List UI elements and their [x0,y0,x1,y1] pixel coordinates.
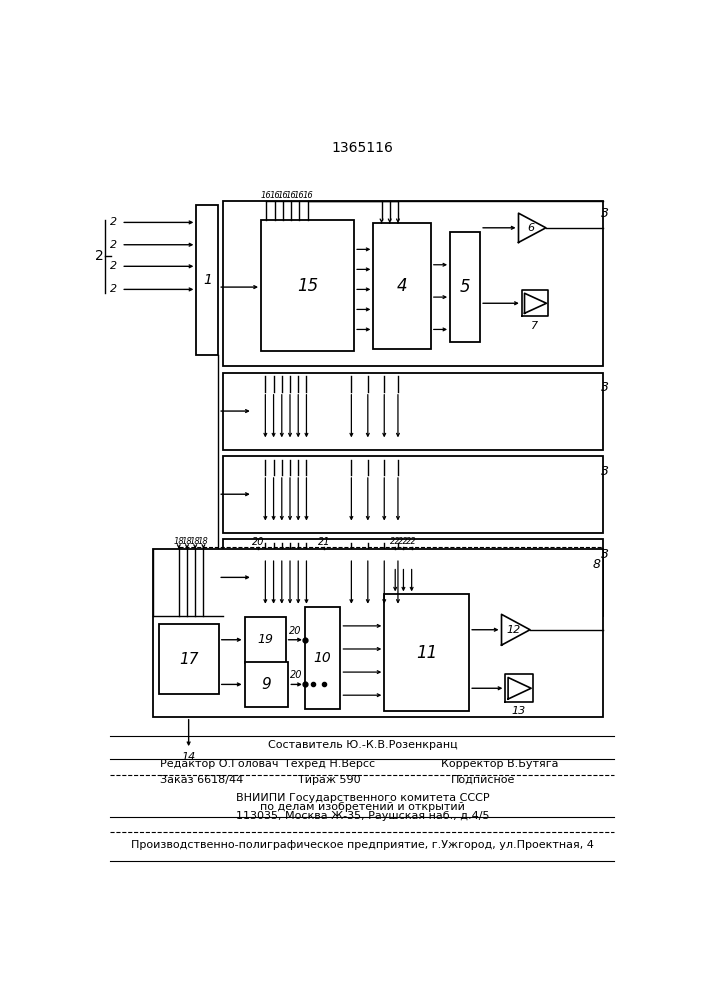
Text: 4: 4 [397,277,407,295]
Text: 3: 3 [601,465,609,478]
Text: 10: 10 [314,651,332,665]
Bar [245,662,288,707]
Bar [170,557,598,709]
Text: 16: 16 [269,191,280,200]
Bar [385,594,469,711]
Text: Тираж 590: Тираж 590 [298,775,361,785]
Text: 1365116: 1365116 [332,141,393,155]
Bar [305,607,341,709]
Bar [223,373,604,450]
Text: 16: 16 [286,191,296,200]
Text: 2: 2 [110,261,117,271]
Bar [253,462,598,527]
Text: 13: 13 [512,706,526,716]
Text: по делам изобретений и открытий: по делам изобретений и открытий [260,802,464,812]
Text: 2: 2 [110,284,117,294]
Bar [223,539,604,616]
Text: 22: 22 [407,537,417,546]
Bar [223,201,604,366]
Text: Корректор В.Бутяга: Корректор В.Бутяга [440,759,558,769]
Bar [158,624,218,694]
Bar [261,220,354,351]
Bar [373,223,431,349]
Text: 2: 2 [95,249,104,263]
Text: 16: 16 [294,191,305,200]
Text: 18: 18 [190,537,201,546]
Text: 18: 18 [182,537,192,546]
Text: Составитель Ю.-К.В.Розенкранц: Составитель Ю.-К.В.Розенкранц [267,740,457,750]
Text: Подписное: Подписное [450,775,515,785]
Text: Производственно-полиграфическое предприятие, г.Ужгород, ул.Проектная, 4: Производственно-полиграфическое предприя… [131,840,594,850]
Text: 16: 16 [302,191,313,200]
Text: 5: 5 [460,278,470,296]
Text: 19: 19 [257,633,273,646]
Text: 22: 22 [398,537,409,546]
Text: 2: 2 [110,217,117,227]
Bar [253,379,598,443]
Text: 21: 21 [317,537,330,547]
Bar [450,232,480,342]
Bar [153,549,604,717]
Bar [253,545,598,610]
Text: 1: 1 [203,273,211,287]
Text: 17: 17 [179,652,199,666]
Text: 2: 2 [110,240,117,250]
Text: 18: 18 [198,537,209,546]
Bar [245,617,286,663]
Text: 3: 3 [601,381,609,394]
Text: Техред Н.Версс: Техред Н.Версс [284,759,375,769]
Text: Заказ 6618/44: Заказ 6618/44 [160,775,243,785]
Text: 20: 20 [252,537,264,547]
Bar [253,206,598,360]
Text: 7: 7 [532,321,539,331]
Text: 20: 20 [289,626,301,636]
Text: 3: 3 [601,207,609,220]
Bar [223,456,604,533]
Text: 16: 16 [278,191,288,200]
Bar [197,205,218,355]
Text: 8: 8 [593,558,601,571]
Text: Редактор О.Головач: Редактор О.Головач [160,759,278,769]
Text: 14: 14 [182,752,196,762]
Text: 15: 15 [297,277,318,295]
Text: 22: 22 [390,537,401,546]
Text: 11: 11 [416,644,438,662]
Text: 12: 12 [506,625,520,635]
Text: 20: 20 [291,670,303,680]
Text: 9: 9 [262,677,271,692]
Text: 6: 6 [527,223,534,233]
Text: 16: 16 [261,191,271,200]
Text: 3: 3 [601,548,609,561]
Text: 113035, Москва Ж-35, Раушская наб., д.4/5: 113035, Москва Ж-35, Раушская наб., д.4/… [235,811,489,821]
Text: 18: 18 [173,537,184,546]
Text: ВНИИПИ Государственного комитета СССР: ВНИИПИ Государственного комитета СССР [235,793,489,803]
